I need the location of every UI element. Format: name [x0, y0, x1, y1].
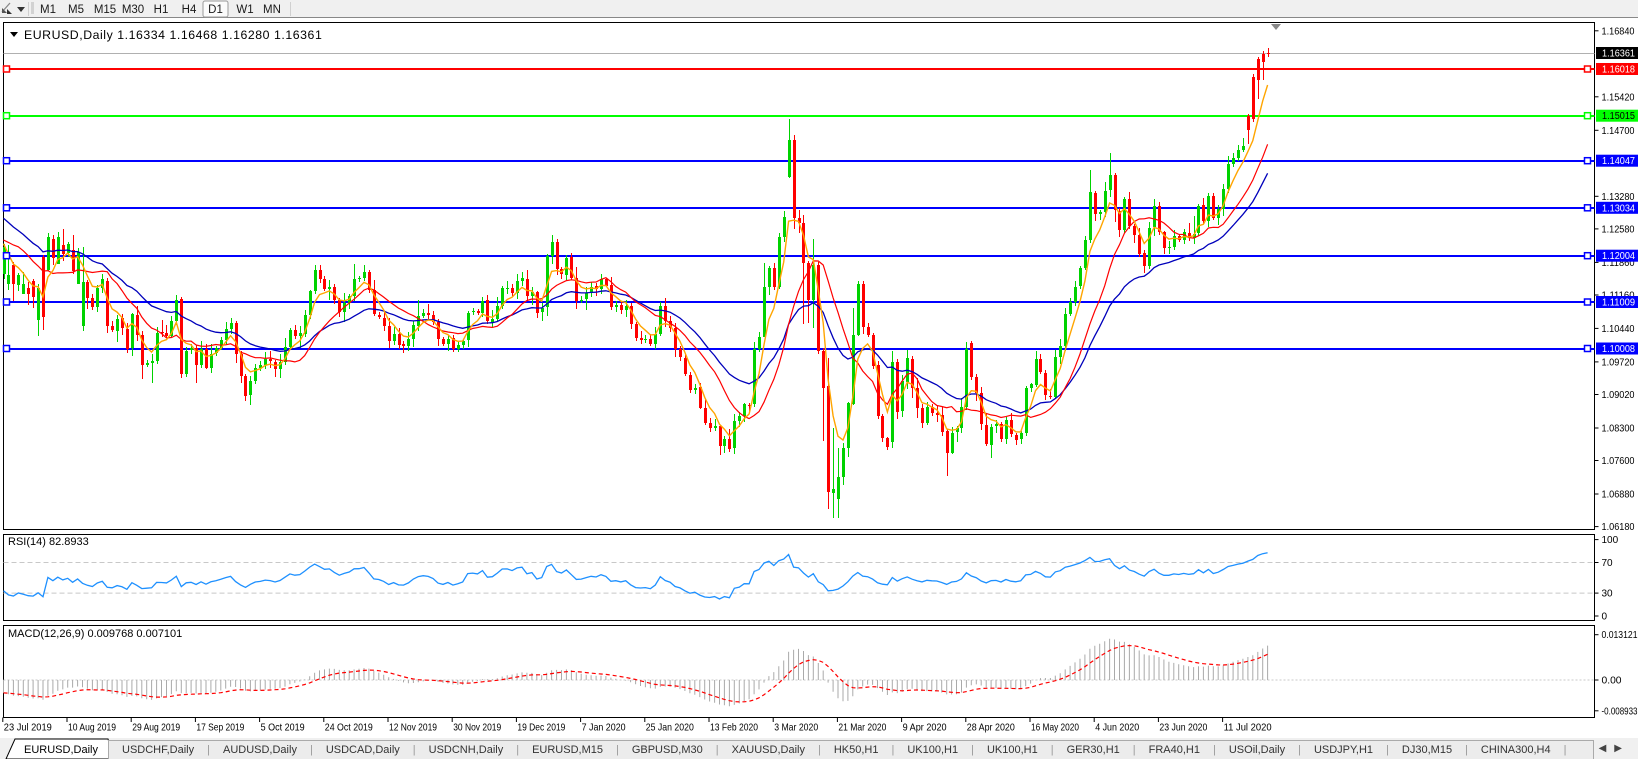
svg-text:1.08300: 1.08300	[1602, 424, 1635, 435]
svg-text:1.12004: 1.12004	[1602, 251, 1635, 262]
svg-text:100: 100	[1602, 535, 1619, 546]
svg-text:1.06180: 1.06180	[1602, 522, 1635, 533]
svg-text:EURUSD,Daily 1.16334 1.16468: EURUSD,Daily 1.16334 1.16468 1.16280 1.1…	[24, 28, 322, 42]
svg-text:24 Oct 2019: 24 Oct 2019	[325, 722, 373, 734]
svg-text:1.15015: 1.15015	[1602, 111, 1635, 122]
svg-text:0.013121: 0.013121	[1602, 630, 1638, 641]
svg-text:25 Jan 2020: 25 Jan 2020	[646, 722, 694, 734]
svg-text:MN: MN	[263, 4, 281, 16]
svg-text:16 May 2020: 16 May 2020	[1031, 722, 1079, 734]
svg-text:0: 0	[1602, 612, 1608, 623]
svg-text:30: 30	[1602, 589, 1614, 600]
svg-text:10 Aug 2019: 10 Aug 2019	[68, 722, 116, 734]
svg-text:23 Jun 2020: 23 Jun 2020	[1159, 722, 1207, 734]
svg-text:28 Apr 2020: 28 Apr 2020	[967, 722, 1015, 734]
svg-text:1.14700: 1.14700	[1602, 126, 1635, 137]
svg-text:RSI(14) 82.8933: RSI(14) 82.8933	[8, 536, 89, 548]
svg-text:1.10008: 1.10008	[1602, 344, 1635, 355]
svg-text:1.09720: 1.09720	[1602, 357, 1635, 368]
svg-text:0.00: 0.00	[1602, 676, 1622, 687]
svg-text:M5: M5	[68, 4, 84, 16]
svg-text:1.13280: 1.13280	[1602, 192, 1635, 203]
svg-text:1.07600: 1.07600	[1602, 456, 1635, 467]
svg-text:70: 70	[1602, 558, 1614, 569]
svg-text:EURUSD,Daily: EURUSD,Daily	[24, 744, 98, 756]
svg-text:17 Sep 2019: 17 Sep 2019	[196, 722, 244, 734]
svg-text:1.16840: 1.16840	[1602, 26, 1635, 37]
svg-text:13 Feb 2020: 13 Feb 2020	[710, 722, 758, 734]
svg-text:1.16361: 1.16361	[1602, 49, 1635, 60]
svg-text:1.15420: 1.15420	[1602, 92, 1635, 103]
svg-text:H1: H1	[154, 4, 169, 16]
svg-text:MACD(12,26,9) 0.009768 0.00710: MACD(12,26,9) 0.009768 0.007101	[8, 628, 182, 640]
svg-text:30 Nov 2019: 30 Nov 2019	[453, 722, 501, 734]
svg-text:4 Jun 2020: 4 Jun 2020	[1095, 722, 1139, 734]
svg-text:1.10440: 1.10440	[1602, 324, 1635, 335]
svg-text:7 Jan 2020: 7 Jan 2020	[582, 722, 626, 734]
svg-text:1.12580: 1.12580	[1602, 224, 1635, 235]
svg-text:W1: W1	[236, 4, 253, 16]
svg-text:21 Mar 2020: 21 Mar 2020	[838, 722, 886, 734]
svg-text:1.11009: 1.11009	[1602, 298, 1635, 309]
svg-text:M30: M30	[122, 4, 144, 16]
svg-text:23 Jul 2019: 23 Jul 2019	[4, 722, 52, 734]
svg-text:1.13034: 1.13034	[1602, 203, 1635, 214]
svg-text:1.11860: 1.11860	[1602, 258, 1635, 269]
svg-text:M1: M1	[40, 4, 56, 16]
svg-text:9 Apr 2020: 9 Apr 2020	[903, 722, 947, 734]
svg-text:19 Dec 2019: 19 Dec 2019	[517, 722, 565, 734]
svg-text:5 Oct 2019: 5 Oct 2019	[261, 722, 305, 734]
svg-text:12 Nov 2019: 12 Nov 2019	[389, 722, 437, 734]
svg-text:1.09020: 1.09020	[1602, 390, 1635, 401]
svg-text:M15: M15	[94, 4, 116, 16]
svg-text:1.16018: 1.16018	[1602, 65, 1635, 76]
svg-text:1.14047: 1.14047	[1602, 156, 1635, 167]
svg-text:1.06880: 1.06880	[1602, 490, 1635, 501]
svg-text:H4: H4	[182, 4, 197, 16]
svg-text:11 Jul 2020: 11 Jul 2020	[1224, 722, 1272, 734]
svg-text:3 Mar 2020: 3 Mar 2020	[774, 722, 818, 734]
svg-text:-0.008933: -0.008933	[1602, 706, 1638, 717]
svg-text:29 Aug 2019: 29 Aug 2019	[132, 722, 180, 734]
svg-text:D1: D1	[208, 4, 223, 16]
